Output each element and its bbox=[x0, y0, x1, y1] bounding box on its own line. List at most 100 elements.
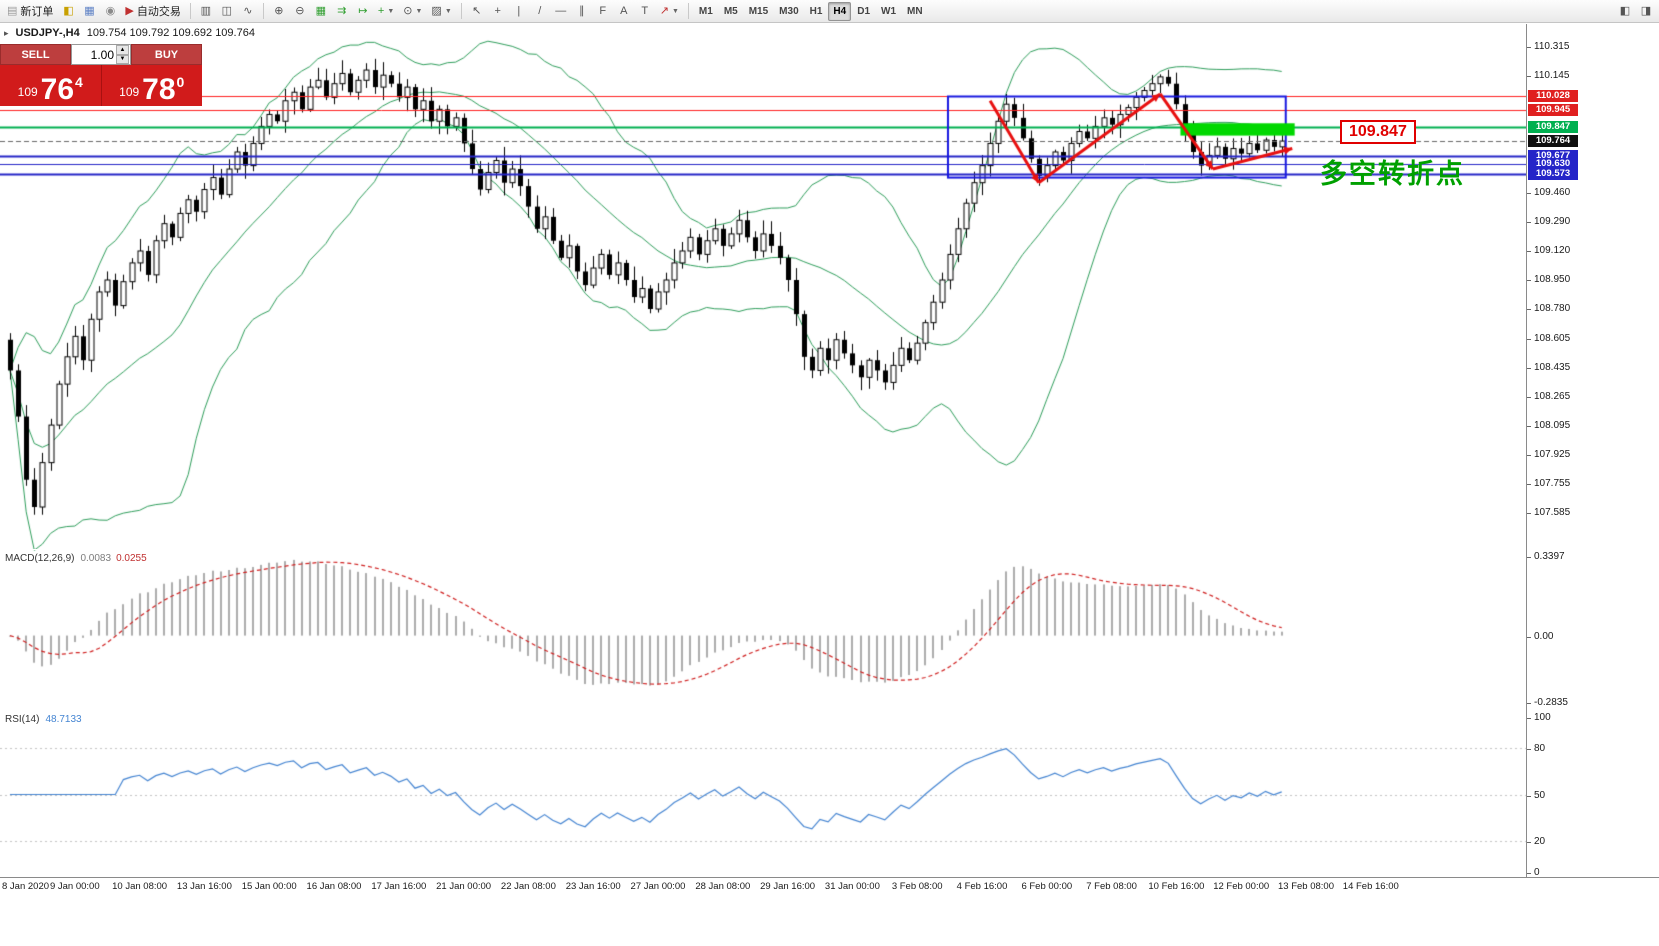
zoom-in-button[interactable]: ⊕ bbox=[269, 2, 289, 21]
chart-shift-icon: ↦ bbox=[358, 4, 368, 17]
timeframe-m1-button[interactable]: M1 bbox=[694, 2, 718, 21]
rsi-axis-tick: 50 bbox=[1526, 789, 1546, 801]
chart-shift-button[interactable]: ↦ bbox=[353, 2, 373, 21]
auto-trading-icon: ▶ bbox=[125, 4, 134, 17]
trendline-tool-button[interactable]: / bbox=[530, 2, 550, 21]
turning-point-annotation[interactable]: 多空转折点 bbox=[1320, 159, 1465, 189]
price-level-badge-109.630: 109.630 bbox=[1528, 157, 1578, 170]
price-axis-tick: 109.290 bbox=[1526, 215, 1571, 227]
timeframe-h4-button[interactable]: H4 bbox=[828, 1, 852, 21]
macd-axis-tick: 0.00 bbox=[1526, 630, 1554, 642]
price-axis-tick: 110.315 bbox=[1526, 41, 1570, 52]
price-axis[interactable]: 110.315 110.145 109.460 109.290 109.120 108.9… bbox=[1526, 24, 1659, 878]
auto-trading-button[interactable]: ▶ 自动交易 bbox=[121, 2, 184, 21]
sell-button[interactable]: SELL bbox=[0, 44, 71, 65]
time-axis-label: 12 Feb 00:00 bbox=[1213, 881, 1270, 892]
macd-title: MACD(12,26,9) bbox=[5, 553, 75, 564]
time-axis-label: 13 Jan 16:00 bbox=[176, 881, 232, 892]
auto-scroll-button[interactable]: ⇉ bbox=[332, 2, 352, 21]
rsi-axis-tick: 80 bbox=[1526, 743, 1546, 754]
volume-down-button[interactable]: ▼ bbox=[116, 54, 129, 64]
time-axis-label: 9 Jan 00:00 bbox=[49, 881, 100, 892]
channel-tool-icon: ∥ bbox=[579, 4, 585, 17]
time-axis-label: 21 Jan 00:00 bbox=[436, 881, 492, 892]
time-axis-label: 31 Jan 00:00 bbox=[824, 881, 880, 892]
timeframe-h1-button[interactable]: H1 bbox=[805, 2, 828, 21]
volume-input[interactable] bbox=[72, 45, 116, 64]
new-order-label: 新订单 bbox=[20, 6, 54, 18]
time-axis-label: 10 Feb 16:00 bbox=[1148, 881, 1205, 892]
horizontal-line-tool-button[interactable]: — bbox=[551, 2, 571, 21]
previous-chart-button[interactable]: ◧ bbox=[1615, 2, 1635, 21]
tile-windows-icon: ▦ bbox=[315, 4, 327, 17]
zoom-out-button[interactable]: ⊖ bbox=[290, 2, 310, 21]
indicators-button[interactable]: + ▼ bbox=[374, 2, 398, 21]
toolbar-separator bbox=[189, 3, 191, 19]
tile-windows-button[interactable]: ▦ bbox=[311, 2, 331, 21]
price-level-badge-109.764: 109.764 bbox=[1528, 135, 1578, 148]
macd-signal-value: 0.0255 bbox=[116, 553, 147, 564]
chart-canvas[interactable] bbox=[0, 24, 1526, 877]
symbol-period-label: USDJPY-,H4 bbox=[15, 27, 80, 39]
fibonacci-tool-icon: F bbox=[599, 4, 607, 17]
volume-up-button[interactable]: ▲ bbox=[116, 45, 129, 55]
main-toolbar: ▤ 新订单 ◧ ▦ ◉ ▶ 自动交易 ▥ ◫ ∿ ⊕ ⊖ ▦ ⇉ ↦ + ▼ ⊙ ▼ ▨ ▼ ↖ + | / — ∥ F A T ↗ ▼ M1 M… bbox=[0, 0, 1659, 23]
timeframe-m15-button[interactable]: M15 bbox=[744, 2, 773, 21]
price-axis-tick: 108.950 bbox=[1526, 273, 1571, 285]
time-axis-label: 16 Jan 08:00 bbox=[306, 881, 362, 892]
vertical-line-tool-button[interactable]: | bbox=[509, 2, 529, 21]
price-axis-tick: 108.265 bbox=[1526, 390, 1571, 402]
rsi-panel-separator[interactable] bbox=[0, 709, 1659, 710]
bars-chart-button[interactable]: ▥ bbox=[196, 2, 216, 21]
time-axis-label: 17 Jan 16:00 bbox=[371, 881, 427, 892]
next-chart-button[interactable]: ◨ bbox=[1636, 2, 1656, 21]
timeframe-d1-button[interactable]: D1 bbox=[852, 2, 875, 21]
price-axis-tick: 107.585 bbox=[1526, 506, 1571, 518]
time-axis-label: 6 Feb 00:00 bbox=[1021, 881, 1073, 892]
timeframe-w1-button[interactable]: W1 bbox=[876, 2, 901, 21]
arrows-tool-button[interactable]: ↗ ▼ bbox=[656, 2, 683, 21]
quote-expander-icon[interactable]: ▸ bbox=[4, 27, 9, 38]
dropdown-caret-icon: ▼ bbox=[387, 7, 395, 15]
label-tool-icon: T bbox=[641, 4, 649, 17]
time-axis[interactable]: 8 Jan 2020 9 Jan 00:00 10 Jan 08:00 13 Jan … bbox=[0, 877, 1659, 895]
price-callout-109847[interactable]: 109.847 bbox=[1340, 120, 1416, 144]
sell-price-display[interactable]: 109 76 4 bbox=[0, 65, 101, 106]
time-axis-label: 8 Jan 2020 bbox=[2, 881, 50, 892]
cursor-tool-button[interactable]: ↖ bbox=[467, 2, 487, 21]
sell-price-prefix: 109 bbox=[17, 85, 38, 99]
timeframe-m30-button[interactable]: M30 bbox=[774, 2, 803, 21]
macd-main-value: 0.0083 bbox=[80, 553, 112, 564]
price-axis-tick: 107.925 bbox=[1526, 448, 1571, 460]
data-window-button[interactable]: ▦ bbox=[79, 2, 99, 21]
line-chart-button[interactable]: ∿ bbox=[238, 2, 258, 21]
price-axis-tick: 109.460 bbox=[1526, 186, 1571, 198]
macd-axis-tick: -0.2835 bbox=[1527, 696, 1568, 708]
time-axis-label: 23 Jan 16:00 bbox=[565, 881, 621, 892]
macd-panel-separator[interactable] bbox=[0, 549, 1659, 550]
label-tool-button[interactable]: T bbox=[635, 2, 655, 21]
navigator-button[interactable]: ◉ bbox=[100, 2, 120, 21]
text-tool-button[interactable]: A bbox=[614, 2, 634, 21]
one-click-trading-panel: SELL ▲ ▼ BUY 109 76 4 109 78 0 bbox=[0, 44, 202, 106]
buy-button[interactable]: BUY bbox=[131, 44, 202, 65]
buy-price-display[interactable]: 109 78 0 bbox=[100, 65, 202, 106]
rsi-axis-tick: 20 bbox=[1526, 836, 1546, 847]
new-order-button[interactable]: ▤ 新订单 bbox=[3, 2, 57, 21]
candlestick-chart-icon: ◫ bbox=[221, 4, 233, 17]
previous-chart-icon: ◧ bbox=[1619, 4, 1631, 17]
crosshair-tool-icon: + bbox=[494, 4, 501, 17]
periods-button[interactable]: ⊙ ▼ bbox=[399, 2, 426, 21]
price-axis-tick: 110.145 bbox=[1526, 70, 1570, 82]
indicators-icon: + bbox=[377, 4, 385, 17]
crosshair-tool-button[interactable]: + bbox=[488, 2, 508, 21]
fibonacci-tool-button[interactable]: F bbox=[593, 2, 613, 21]
templates-button[interactable]: ▨ ▼ bbox=[427, 2, 455, 21]
channel-tool-button[interactable]: ∥ bbox=[572, 2, 592, 21]
candlestick-chart-button[interactable]: ◫ bbox=[217, 2, 237, 21]
price-level-badge-110.028: 110.028 bbox=[1528, 89, 1578, 102]
timeframe-m5-button[interactable]: M5 bbox=[719, 2, 743, 21]
timeframe-mn-button[interactable]: MN bbox=[902, 2, 928, 21]
market-watch-button[interactable]: ◧ bbox=[58, 2, 78, 21]
cursor-tool-icon: ↖ bbox=[472, 4, 482, 17]
